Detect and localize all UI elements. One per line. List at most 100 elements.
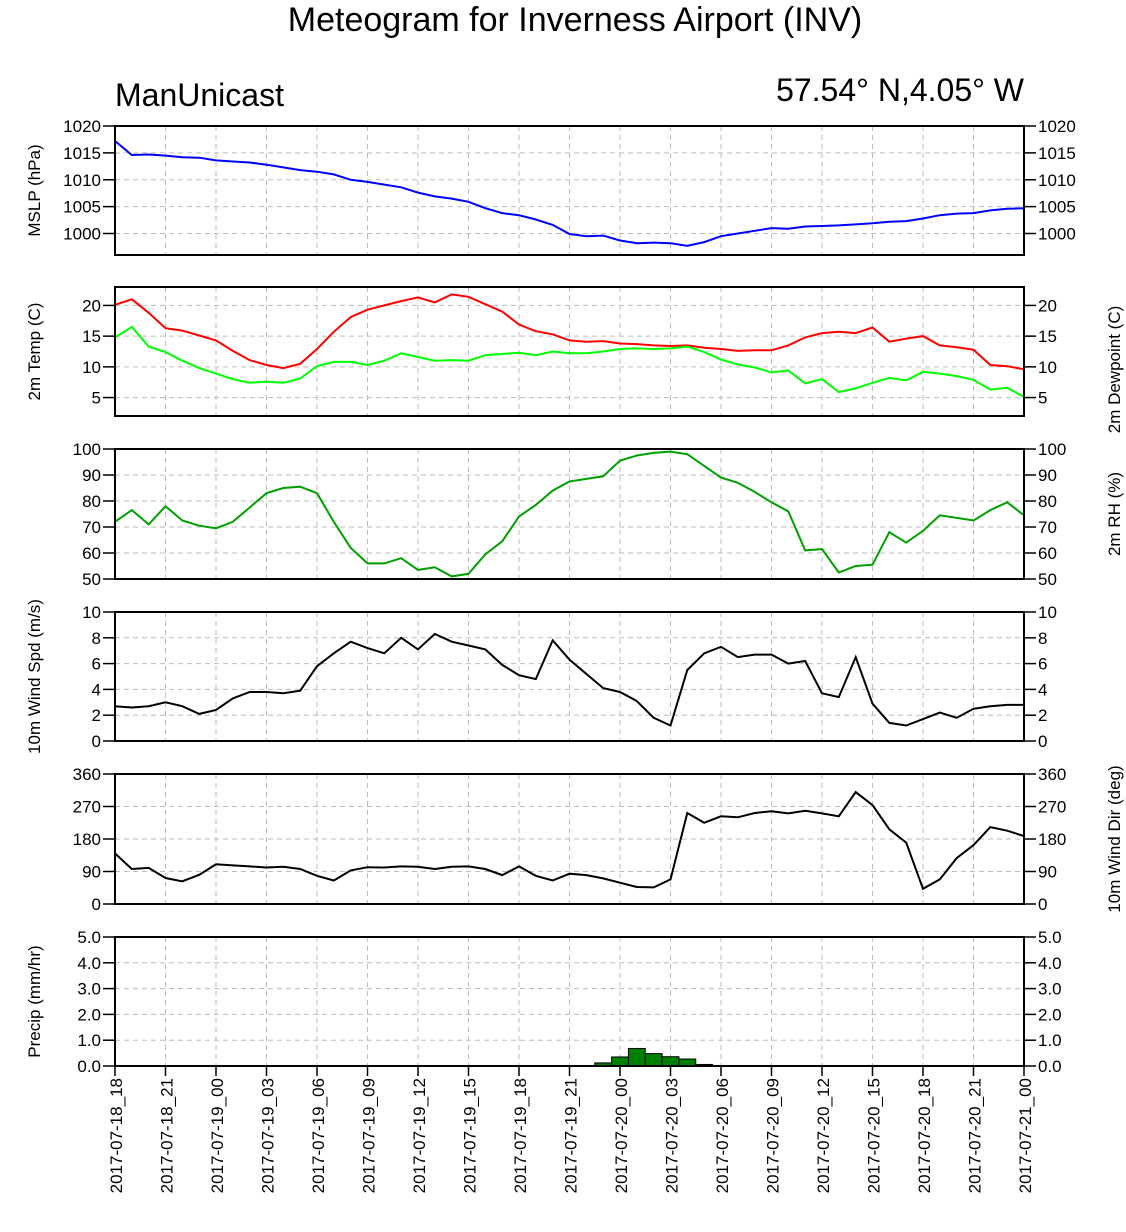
y-tick-label-left: 5 <box>92 389 101 408</box>
x-tick-label: 2017-07-18_18 <box>107 1078 126 1193</box>
y-tick-label-right: 6 <box>1038 655 1047 674</box>
wind-direction-series-line-0 <box>114 790 1025 891</box>
mslp-series-line-0 <box>114 140 1025 247</box>
x-tick-label: 2017-07-19_00 <box>208 1078 227 1193</box>
y-tick-label-right: 100 <box>1038 440 1066 459</box>
y-tick-label-right: 0 <box>1038 732 1047 751</box>
y-tick-label-left: 1010 <box>63 171 101 190</box>
wind-direction-frame <box>114 773 1025 905</box>
y-tick-label-left: 1020 <box>63 117 101 136</box>
y-tick-label-left: 4 <box>92 680 101 699</box>
y-tick-label-right: 20 <box>1038 296 1057 315</box>
y-tick-label-right: 360 <box>1038 765 1066 784</box>
x-tick-label: 2017-07-19_09 <box>360 1078 379 1193</box>
y-tick-label-right: 15 <box>1038 327 1057 346</box>
relative-humidity-ylabel-right: 2m RH (%) <box>1105 472 1124 556</box>
y-tick-label-left: 10 <box>82 358 101 377</box>
wind-speed-panel: 0 0 2 2 4 4 6 6 8 8 10 10 10m Wind Spd (m/s) <box>25 599 1057 754</box>
precipitation-ylabel-left: Precip (mm/hr) <box>25 945 44 1057</box>
x-tick-label: 2017-07-20_00 <box>612 1078 631 1193</box>
wind-direction-ylabel-right: 10m Wind Dir (deg) <box>1105 765 1124 912</box>
y-tick-label-right: 5 <box>1038 389 1047 408</box>
y-tick-label-left: 0.0 <box>77 1057 101 1076</box>
y-tick-label-left: 70 <box>82 518 101 537</box>
temperature-panel: 5 5 10 10 15 15 20 20 2m Temp (C) 2m Dewpoint (C) <box>25 286 1124 434</box>
y-tick-label-left: 180 <box>73 830 101 849</box>
mslp-panel: 1000 1000 1005 1005 1010 1010 1015 1015 1020 1020… <box>25 117 1076 256</box>
mslp-ylabel-left: MSLP (hPa) <box>25 144 44 236</box>
y-tick-label-right: 10 <box>1038 358 1057 377</box>
y-tick-label-right: 50 <box>1038 570 1057 589</box>
y-tick-label-left: 90 <box>82 863 101 882</box>
y-tick-label-right: 3.0 <box>1038 980 1062 999</box>
y-tick-label-left: 6 <box>92 655 101 674</box>
temperature-series-line-1 <box>114 325 1025 398</box>
y-tick-label-right: 2 <box>1038 706 1047 725</box>
y-tick-label-left: 1000 <box>63 225 101 244</box>
y-tick-label-right: 0.0 <box>1038 1057 1062 1076</box>
y-tick-label-left: 5.0 <box>77 928 101 947</box>
y-tick-label-right: 0 <box>1038 895 1047 914</box>
temperature-series-line-0 <box>114 293 1025 371</box>
x-tick-label: 2017-07-20_12 <box>814 1078 833 1193</box>
relative-humidity-panel: 50 50 60 60 70 70 80 80 90 90 100 100 2m RH (%) <box>73 440 1124 589</box>
y-tick-label-left: 1.0 <box>77 1031 101 1050</box>
y-tick-label-right: 1.0 <box>1038 1031 1062 1050</box>
y-tick-label-left: 3.0 <box>77 980 101 999</box>
y-tick-label-left: 50 <box>82 570 101 589</box>
x-tick-label: 2017-07-19_03 <box>259 1078 278 1193</box>
wind-direction-panel: 0 0 90 90 180 180 270 270 360 360 10m Wind Dir (de… <box>73 765 1124 914</box>
y-tick-label-left: 1005 <box>63 198 101 217</box>
y-tick-label-right: 60 <box>1038 544 1057 563</box>
x-tick-label: 2017-07-19_12 <box>410 1078 429 1193</box>
precip-bar <box>644 1053 663 1067</box>
y-tick-label-left: 2 <box>92 706 101 725</box>
y-tick-label-left: 80 <box>82 492 101 511</box>
y-tick-label-right: 4 <box>1038 680 1047 699</box>
precip-bar <box>611 1056 629 1067</box>
y-tick-label-left: 270 <box>73 798 101 817</box>
y-tick-label-left: 90 <box>82 466 101 485</box>
y-tick-label-right: 90 <box>1038 466 1057 485</box>
y-tick-label-left: 360 <box>73 765 101 784</box>
x-tick-label: 2017-07-20_18 <box>915 1078 934 1193</box>
y-tick-label-left: 1015 <box>63 144 101 163</box>
y-tick-label-left: 4.0 <box>77 954 101 973</box>
y-tick-label-left: 60 <box>82 544 101 563</box>
y-tick-label-right: 80 <box>1038 492 1057 511</box>
y-tick-label-left: 0 <box>92 732 101 751</box>
y-tick-label-right: 70 <box>1038 518 1057 537</box>
wind-speed-frame <box>114 611 1025 742</box>
x-tick-label: 2017-07-18_21 <box>158 1078 177 1193</box>
y-tick-label-right: 4.0 <box>1038 954 1062 973</box>
y-tick-label-right: 1020 <box>1038 117 1076 136</box>
y-tick-label-left: 15 <box>82 327 101 346</box>
wind-speed-ylabel-left: 10m Wind Spd (m/s) <box>25 599 44 754</box>
x-tick-label: 2017-07-20_06 <box>713 1078 732 1193</box>
relative-humidity-frame <box>114 448 1025 580</box>
y-tick-label-right: 2.0 <box>1038 1005 1062 1024</box>
x-axis: 2017-07-18_18 2017-07-18_21 2017-07-19_00 2… <box>107 1066 1035 1193</box>
relative-humidity-series-line-0 <box>114 450 1025 578</box>
y-tick-label-left: 20 <box>82 296 101 315</box>
x-tick-label: 2017-07-19_21 <box>562 1078 581 1193</box>
precip-bar <box>627 1047 646 1067</box>
temperature-ylabel-left: 2m Temp (C) <box>25 303 44 401</box>
x-tick-label: 2017-07-20_15 <box>865 1078 884 1193</box>
y-tick-label-right: 90 <box>1038 863 1057 882</box>
y-tick-label-right: 270 <box>1038 798 1066 817</box>
x-tick-label: 2017-07-19_06 <box>309 1078 328 1193</box>
y-tick-label-right: 1005 <box>1038 198 1076 217</box>
temperature-ylabel-right: 2m Dewpoint (C) <box>1105 306 1124 434</box>
model-name: ManUnicast <box>115 77 284 113</box>
y-tick-label-right: 8 <box>1038 629 1047 648</box>
x-tick-label: 2017-07-19_15 <box>461 1078 480 1193</box>
y-tick-label-left: 2.0 <box>77 1005 101 1024</box>
y-tick-label-right: 10 <box>1038 603 1057 622</box>
precip-bar <box>678 1058 697 1067</box>
y-tick-label-right: 180 <box>1038 830 1066 849</box>
temperature-frame <box>114 286 1025 417</box>
x-tick-label: 2017-07-21_00 <box>1016 1078 1035 1193</box>
